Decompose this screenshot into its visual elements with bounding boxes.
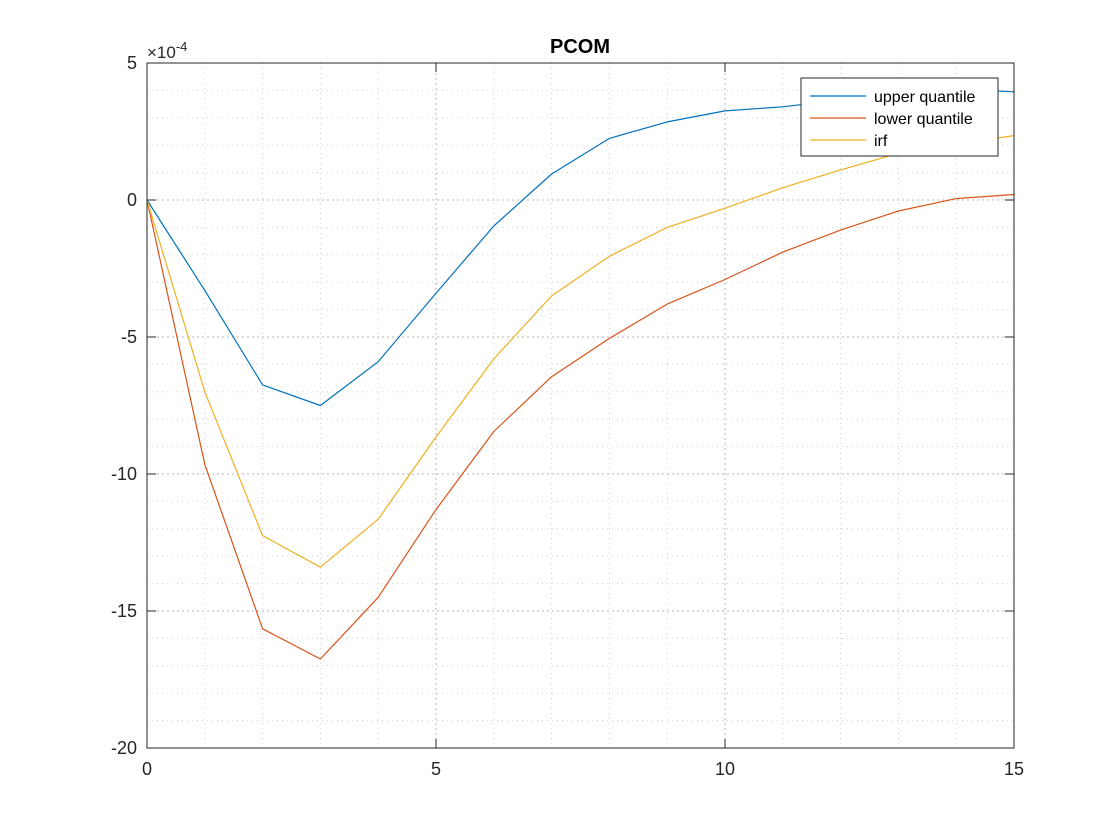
legend-box [800,77,999,157]
plot-area [147,63,1014,748]
y-tick-label: -5 [121,327,137,347]
y-exponent-value: -4 [176,39,188,54]
minor-grid [147,63,1014,748]
series-line-lower-quantile [146,193,1015,660]
legend-label-upper-quantile: upper quantile [874,89,976,106]
x-tick-label: 15 [1004,759,1024,779]
y-tick-label: 5 [127,53,137,73]
x-tick-label: 10 [715,759,735,779]
legend-label-irf: irf [874,133,888,150]
x-tick-label: 5 [431,759,441,779]
x-tick-label: 0 [142,759,152,779]
legend: upper quantile lower quantile irf [800,77,999,157]
y-tick-label: -15 [111,601,137,621]
y-tick-label: -20 [111,738,137,758]
y-tick-label: -10 [111,464,137,484]
series-line-irf [146,135,1015,568]
axes-box [146,62,1015,749]
tick-marks [146,62,1015,749]
y-tick-label: 0 [127,190,137,210]
x-tick-labels: 0 5 10 15 [142,759,1024,779]
y-exponent-label: ×10-4 [147,39,187,62]
y-tick-labels: -20 -15 -10 -5 0 5 [111,53,137,758]
chart-title: PCOM [550,36,610,58]
legend-label-lower-quantile: lower quantile [874,111,973,128]
y-multiplier-text: ×10 [147,43,176,62]
